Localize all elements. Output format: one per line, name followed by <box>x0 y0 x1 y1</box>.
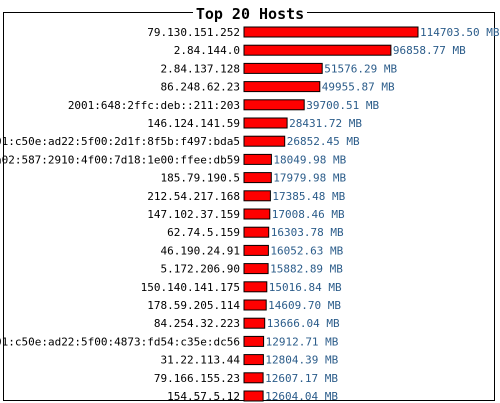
host-label: 31.22.113.44 <box>161 354 241 367</box>
bar <box>243 153 272 165</box>
host-label: 62.74.5.159 <box>167 226 240 239</box>
host-label: 2a01:c50e:ad22:5f00:4873:fd54:c35e:dc56 <box>0 335 240 348</box>
bar <box>243 99 305 111</box>
host-label: 150.140.141.175 <box>141 281 240 294</box>
bar <box>243 372 264 384</box>
bar <box>243 299 267 311</box>
bar <box>243 244 269 256</box>
bar-value-label: 39700.51 MB <box>306 99 379 112</box>
bar-value-label: 17385.48 MB <box>272 190 345 203</box>
bar <box>243 44 392 56</box>
bar <box>243 81 321 93</box>
bar-value-label: 16052.63 MB <box>270 244 343 257</box>
host-label: 2a02:587:2910:4f00:7d18:1e00:ffee:db59 <box>0 153 240 166</box>
bar <box>243 117 288 129</box>
bar-value-label: 13666.04 MB <box>267 317 340 330</box>
bar <box>243 172 272 184</box>
bar <box>243 263 269 275</box>
bar-value-label: 14609.70 MB <box>268 299 341 312</box>
bar-value-label: 18049.98 MB <box>273 153 346 166</box>
bar <box>243 390 264 402</box>
host-label: 2.84.137.128 <box>161 62 240 75</box>
host-label: 2.84.144.0 <box>174 44 240 57</box>
bar-value-label: 15882.89 MB <box>270 263 343 276</box>
bar-value-label: 114703.50 MB <box>420 26 500 39</box>
bar-value-label: 17008.46 MB <box>272 208 345 221</box>
bar <box>243 226 270 238</box>
bar <box>243 62 323 74</box>
host-label: 146.124.141.59 <box>147 117 240 130</box>
host-label: 86.248.62.23 <box>161 81 240 94</box>
bar-value-label: 12607.17 MB <box>265 372 338 385</box>
host-label: 84.254.32.223 <box>154 317 240 330</box>
host-label: 2a01:c50e:ad22:5f00:2d1f:8f5b:f497:bda5 <box>0 135 240 148</box>
host-label: 79.166.155.23 <box>154 372 240 385</box>
bar <box>243 208 271 220</box>
bar <box>243 354 264 366</box>
host-label: 178.59.205.114 <box>147 299 240 312</box>
bar-value-label: 28431.72 MB <box>289 117 362 130</box>
bar-value-label: 49955.87 MB <box>322 81 395 94</box>
host-label: 5.172.206.90 <box>161 263 240 276</box>
bar-value-label: 15016.84 MB <box>269 281 342 294</box>
bar <box>243 26 419 38</box>
bar <box>243 190 271 202</box>
host-label: 147.102.37.159 <box>147 208 240 221</box>
bar <box>243 135 286 147</box>
bar-value-label: 12604.04 MB <box>265 390 338 403</box>
bar-value-label: 12804.39 MB <box>265 354 338 367</box>
bar <box>243 335 265 347</box>
host-label: 46.190.24.91 <box>161 244 240 257</box>
bar <box>243 281 268 293</box>
bar-value-label: 26852.45 MB <box>287 135 360 148</box>
bar-value-label: 12912.71 MB <box>266 335 339 348</box>
bar-value-label: 96858.77 MB <box>393 44 466 57</box>
host-label: 79.130.151.252 <box>147 26 240 39</box>
bar-value-label: 16303.78 MB <box>271 226 344 239</box>
bar-value-label: 17979.98 MB <box>273 172 346 185</box>
bar <box>243 317 266 329</box>
host-label: 2001:648:2ffc:deb::211:203 <box>68 99 240 112</box>
bar-value-label: 51576.29 MB <box>324 62 397 75</box>
host-label: 154.57.5.12 <box>167 390 240 403</box>
host-label: 212.54.217.168 <box>147 190 240 203</box>
host-label: 185.79.190.5 <box>161 172 240 185</box>
